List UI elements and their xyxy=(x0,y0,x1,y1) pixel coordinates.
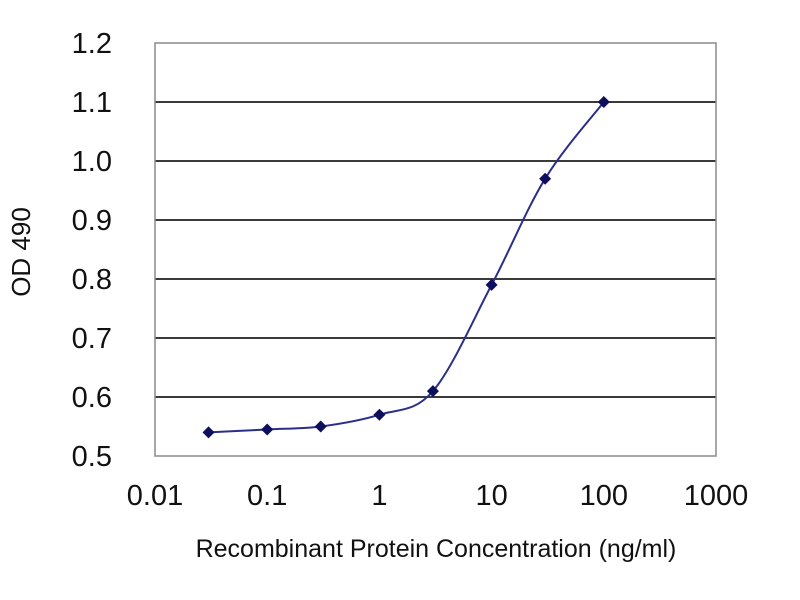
plot-area-frame xyxy=(154,42,717,457)
x-tick-label: 1 xyxy=(371,480,387,512)
grid-lines xyxy=(155,101,716,398)
data-point-marker xyxy=(539,172,552,185)
series-line xyxy=(208,101,605,434)
data-point-marker xyxy=(485,278,498,291)
series-layer xyxy=(202,96,610,439)
y-tick-label: 0.5 xyxy=(72,441,112,473)
data-point-marker xyxy=(314,420,327,433)
data-point-marker xyxy=(426,385,439,398)
x-tick-label: 10 xyxy=(475,480,507,512)
x-tick-labels: 0.01 0.1 1 10 100 1000 xyxy=(127,480,748,512)
y-tick-label: 0.7 xyxy=(72,323,112,355)
y-tick-label: 0.6 xyxy=(72,382,112,414)
x-tick-label: 100 xyxy=(580,480,628,512)
y-tick-labels: 0.5 0.6 0.7 0.8 0.9 1.0 1.1 1.2 xyxy=(72,28,112,473)
y-tick-label: 1.1 xyxy=(72,87,112,119)
y-tick-label: 0.9 xyxy=(72,205,112,237)
data-point-marker xyxy=(261,423,274,436)
data-point-marker xyxy=(373,408,386,421)
data-point-marker xyxy=(202,426,215,439)
y-tick-label: 1.0 xyxy=(72,146,112,178)
x-tick-label: 0.01 xyxy=(127,480,183,512)
y-axis-title: OD 490 xyxy=(6,207,36,297)
y-tick-label: 0.8 xyxy=(72,264,112,296)
y-tick-label: 1.2 xyxy=(72,28,112,60)
data-point-marker xyxy=(597,96,610,108)
x-tick-label: 0.1 xyxy=(247,480,287,512)
x-axis-title: Recombinant Protein Concentration (ng/ml… xyxy=(196,535,677,563)
x-tick-label: 1000 xyxy=(684,480,749,512)
